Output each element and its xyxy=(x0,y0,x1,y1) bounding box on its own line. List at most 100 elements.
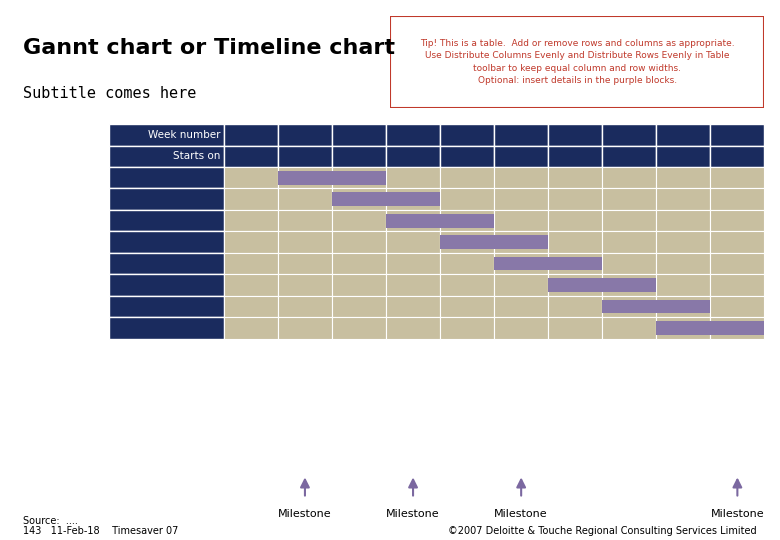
Bar xyxy=(494,296,548,317)
Bar xyxy=(224,296,278,317)
Bar xyxy=(440,146,495,167)
Bar xyxy=(602,300,711,313)
Bar xyxy=(494,124,548,146)
Bar xyxy=(278,188,332,210)
Bar xyxy=(278,167,332,188)
Bar xyxy=(602,274,656,296)
Text: Gannt chart or Timeline chart: Gannt chart or Timeline chart xyxy=(23,38,395,58)
Bar xyxy=(548,253,602,274)
Bar xyxy=(548,124,602,146)
Bar xyxy=(656,274,711,296)
Bar xyxy=(386,274,440,296)
Bar xyxy=(386,167,440,188)
Bar xyxy=(711,317,764,339)
Bar xyxy=(332,167,386,188)
Text: Tip! This is a table.  Add or remove rows and columns as appropriate.
Use Distri: Tip! This is a table. Add or remove rows… xyxy=(420,39,735,85)
FancyBboxPatch shape xyxy=(390,16,764,108)
Bar xyxy=(711,146,764,167)
Bar xyxy=(224,167,278,188)
Bar xyxy=(602,124,656,146)
Bar xyxy=(440,317,495,339)
Bar xyxy=(656,321,764,335)
Bar xyxy=(440,235,548,249)
Bar xyxy=(656,231,711,253)
Bar xyxy=(656,124,711,146)
Bar xyxy=(494,253,548,274)
Bar xyxy=(332,192,440,206)
Bar xyxy=(386,253,440,274)
Bar xyxy=(602,146,656,167)
Bar xyxy=(109,274,224,296)
Bar xyxy=(224,188,278,210)
Bar xyxy=(548,231,602,253)
Bar xyxy=(109,253,224,274)
Bar xyxy=(109,188,224,210)
Bar xyxy=(278,274,332,296)
Bar xyxy=(440,124,495,146)
Bar xyxy=(548,278,656,292)
Text: Subtitle comes here: Subtitle comes here xyxy=(23,86,197,102)
Bar xyxy=(494,146,548,167)
Bar xyxy=(386,210,440,231)
Text: Milestone: Milestone xyxy=(278,509,332,518)
Text: Source:  ....: Source: .... xyxy=(23,516,78,526)
Bar xyxy=(656,210,711,231)
Bar xyxy=(494,231,548,253)
Bar xyxy=(656,317,711,339)
Bar xyxy=(278,124,332,146)
Bar xyxy=(224,231,278,253)
Bar xyxy=(278,317,332,339)
Bar xyxy=(494,317,548,339)
Bar xyxy=(711,296,764,317)
Bar xyxy=(656,146,711,167)
Bar xyxy=(278,146,332,167)
Bar xyxy=(332,253,386,274)
Bar xyxy=(386,124,440,146)
Bar xyxy=(494,188,548,210)
Bar xyxy=(278,210,332,231)
Bar xyxy=(440,296,495,317)
Bar xyxy=(278,231,332,253)
Bar xyxy=(602,317,656,339)
Bar xyxy=(548,210,602,231)
Bar xyxy=(332,317,386,339)
Bar xyxy=(440,253,495,274)
Bar xyxy=(656,253,711,274)
Bar xyxy=(278,296,332,317)
Bar xyxy=(494,274,548,296)
Bar xyxy=(711,188,764,210)
Bar xyxy=(711,274,764,296)
Bar xyxy=(656,167,711,188)
Bar xyxy=(548,317,602,339)
Bar xyxy=(109,210,224,231)
Bar xyxy=(332,231,386,253)
Text: Week number: Week number xyxy=(148,130,221,140)
Bar xyxy=(548,188,602,210)
Bar xyxy=(548,146,602,167)
Bar xyxy=(332,146,386,167)
Bar xyxy=(440,188,495,210)
Bar xyxy=(386,296,440,317)
Bar xyxy=(711,210,764,231)
Bar xyxy=(548,274,602,296)
Bar xyxy=(386,146,440,167)
Bar xyxy=(386,231,440,253)
Bar xyxy=(711,167,764,188)
Bar xyxy=(278,253,332,274)
Bar xyxy=(656,296,711,317)
Bar xyxy=(440,167,495,188)
Bar xyxy=(278,171,386,185)
Bar xyxy=(332,188,386,210)
Bar xyxy=(602,231,656,253)
Bar xyxy=(386,188,440,210)
Bar xyxy=(109,317,224,339)
Bar xyxy=(332,274,386,296)
Text: Milestone: Milestone xyxy=(386,509,440,518)
Text: Milestone: Milestone xyxy=(495,509,548,518)
Bar xyxy=(711,253,764,274)
Bar xyxy=(440,231,495,253)
Text: Starts on: Starts on xyxy=(173,151,221,161)
Bar xyxy=(494,210,548,231)
Text: Milestone: Milestone xyxy=(711,509,764,518)
Bar xyxy=(109,231,224,253)
